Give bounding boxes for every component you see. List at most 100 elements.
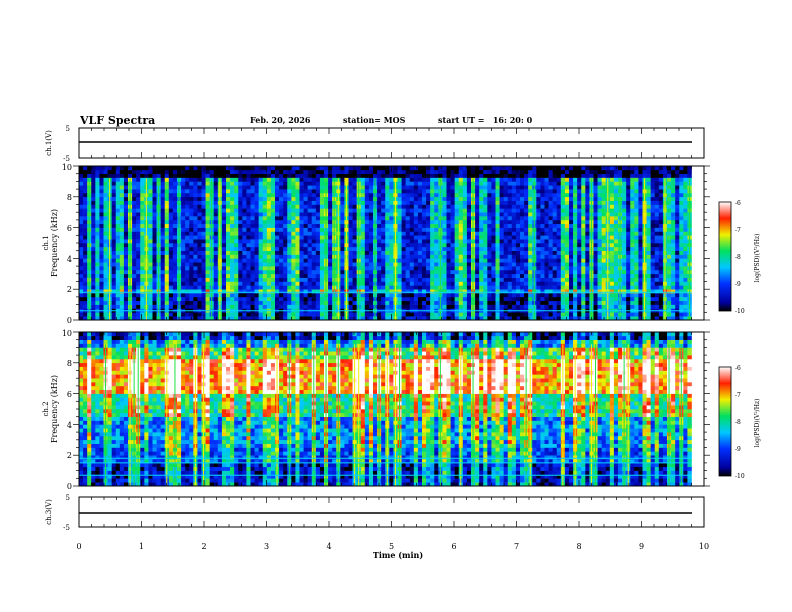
spectrogram-cell [185,250,190,255]
spectrogram-cell [328,277,333,282]
spectrogram-cell [95,250,100,255]
spectrogram-cell [442,269,447,275]
spectrogram-cell [446,173,451,178]
spectrogram-cell [172,312,178,317]
spectrogram-cell [515,212,521,217]
spectrogram-cell [458,219,464,225]
spectrogram-cell [507,204,513,209]
spectrogram-cell [136,223,141,228]
spectrogram-cell [168,208,174,213]
spectrogram-cell [250,231,255,236]
spectrogram-cell [123,239,129,244]
spectrogram-cell [507,219,513,225]
spectrogram-cell [115,181,121,186]
spectrogram-cell [140,227,145,232]
spectrogram-cell [303,262,308,267]
spectrogram-cell [528,281,533,286]
spectrogram-cell [450,227,455,232]
spectrogram-cell [385,304,390,309]
spectrogram-cell [466,181,472,186]
spectrogram-cell [483,196,488,201]
spectrogram-cell [340,289,345,294]
spectrogram-cell [364,204,370,209]
spectrogram-cell [430,243,435,248]
spectrogram-cell [136,239,141,244]
spectrogram-cell [548,277,553,282]
spectrogram-cell [197,192,202,198]
spectrogram-cell [230,262,235,267]
spectrogram-cell [479,285,484,290]
spectrogram-cell [450,189,455,194]
spectrogram-cell [136,285,141,290]
spectrogram-cell [503,208,509,213]
spectrogram-cell [226,204,231,209]
spectrogram-cell [454,216,460,221]
spectrogram-cell [454,304,460,309]
spectrogram-cell [511,200,517,205]
spectrogram-cell [242,192,247,198]
spectrogram-cell [503,239,509,244]
spectrogram-cell [185,196,190,201]
spectrogram-cell [344,173,349,178]
spectrogram-cell [340,185,345,190]
spectrogram-cell [250,216,255,221]
spectrogram-cell [213,239,219,244]
spectrogram-cell [79,235,84,240]
spectrogram-cell [368,266,374,271]
spectrogram-cell [99,258,104,263]
spectrogram-cell [479,204,484,209]
spectrogram-cell [475,173,480,178]
spectrogram-cell [548,316,553,321]
spectrogram-cell [569,196,574,201]
spectrogram-cell [397,316,402,321]
spectrogram-cell [560,258,566,263]
spectrogram-cell [291,262,296,267]
spectrogram-cell [450,273,455,278]
spectrogram-cell [291,254,296,259]
spectrogram-cell [111,231,117,236]
spectrogram-cell [548,273,553,278]
spectrogram-cell [95,231,100,236]
spectrogram-cell [258,200,264,205]
spectrogram-cell [430,208,435,213]
spectrogram-cell [287,285,292,290]
spectrogram-cell [119,266,125,271]
spectrogram-cell [564,243,570,248]
spectrogram-cell [417,219,423,225]
spectrogram-cell [324,169,329,174]
spectrogram-cell [377,189,382,194]
spectrogram-cell [528,173,533,178]
spectrogram-cell [540,227,545,232]
spectrogram-cell [397,166,402,171]
spectrogram-cell [503,227,509,232]
spectrogram-cell [368,208,374,213]
spectrogram-cell [495,216,500,221]
spectrogram-cell [221,273,227,278]
spectrogram-cell [197,169,202,174]
spectrogram-cell [83,204,88,209]
spectrogram-cell [446,281,451,286]
spectrogram-cell [536,273,541,278]
spectrogram-cell [524,223,529,228]
spectrogram-cell [397,219,402,225]
spectrogram-cell [189,258,194,263]
spectrogram-cell [536,216,541,221]
spectrogram-cell [515,185,521,190]
spectrogram-cell [381,293,386,298]
spectrogram-cell [303,173,308,178]
spectrogram-cell [168,223,174,228]
spectrogram-cell [287,277,292,282]
spectrogram-cell [246,269,251,275]
spectrogram-cell [279,219,284,225]
spectrogram-cell [303,212,308,217]
spectrogram-cell [185,277,190,282]
spectrogram-cell [417,216,423,221]
spectrogram-cell [405,173,411,178]
spectrogram-cell [434,269,439,275]
spectrogram-cell [99,192,104,198]
spectrogram-cell [454,296,460,302]
spectrogram-cell [450,312,455,317]
spectrogram-cell [462,239,468,244]
spectrogram-cell [246,196,251,201]
spectrogram-cell [148,300,153,305]
